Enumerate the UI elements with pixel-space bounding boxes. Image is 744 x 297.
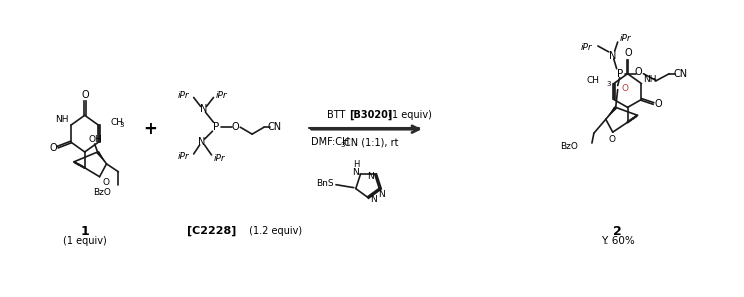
Text: N: N xyxy=(352,168,359,177)
Text: O: O xyxy=(621,84,628,93)
Text: P: P xyxy=(617,69,623,79)
Text: iPr: iPr xyxy=(580,43,592,53)
Text: NH: NH xyxy=(55,115,68,124)
Text: N: N xyxy=(371,195,377,204)
Text: BzO: BzO xyxy=(560,142,578,151)
Text: [C2228]: [C2228] xyxy=(187,226,236,236)
Text: NH: NH xyxy=(643,75,656,84)
Text: BzO: BzO xyxy=(94,188,112,197)
Text: DMF:CH: DMF:CH xyxy=(310,137,349,147)
Text: iPr: iPr xyxy=(178,152,190,162)
Text: 1: 1 xyxy=(80,225,89,238)
Text: (1 equiv): (1 equiv) xyxy=(62,236,106,246)
Text: CN: CN xyxy=(673,69,687,79)
Text: 3: 3 xyxy=(606,80,611,87)
Text: (1 equiv): (1 equiv) xyxy=(385,110,432,120)
Text: O: O xyxy=(82,89,89,99)
Text: O: O xyxy=(625,48,632,58)
Text: BnS: BnS xyxy=(316,179,334,188)
Text: iPr: iPr xyxy=(620,34,632,42)
Text: [B3020]: [B3020] xyxy=(349,110,392,121)
Text: +: + xyxy=(143,120,157,138)
Text: Y. 60%: Y. 60% xyxy=(601,236,635,246)
Text: N: N xyxy=(378,190,385,199)
Text: OH: OH xyxy=(89,135,103,143)
Text: CH: CH xyxy=(110,118,124,127)
Text: CH: CH xyxy=(587,76,600,85)
Text: CN (1:1), rt: CN (1:1), rt xyxy=(344,137,399,147)
Text: O: O xyxy=(49,143,57,153)
Text: N: N xyxy=(609,51,617,61)
Polygon shape xyxy=(96,151,106,164)
Text: N: N xyxy=(200,104,208,114)
Text: O: O xyxy=(609,135,615,143)
Text: 3: 3 xyxy=(119,122,124,128)
Text: N: N xyxy=(368,172,374,181)
Text: O: O xyxy=(231,122,239,132)
Text: 3: 3 xyxy=(340,142,344,148)
Text: BTT: BTT xyxy=(327,110,349,120)
Text: CN: CN xyxy=(268,122,282,132)
Text: P: P xyxy=(214,122,219,132)
Text: iPr: iPr xyxy=(216,91,227,100)
Text: iPr: iPr xyxy=(178,91,190,100)
Text: H: H xyxy=(353,160,359,169)
Polygon shape xyxy=(606,106,617,119)
Text: 2: 2 xyxy=(613,225,622,238)
Text: N: N xyxy=(198,137,205,147)
Text: O: O xyxy=(635,67,642,77)
Text: (1.2 equiv): (1.2 equiv) xyxy=(246,226,302,236)
Text: iPr: iPr xyxy=(214,154,225,163)
Text: O: O xyxy=(655,99,662,109)
Text: O: O xyxy=(102,178,109,187)
